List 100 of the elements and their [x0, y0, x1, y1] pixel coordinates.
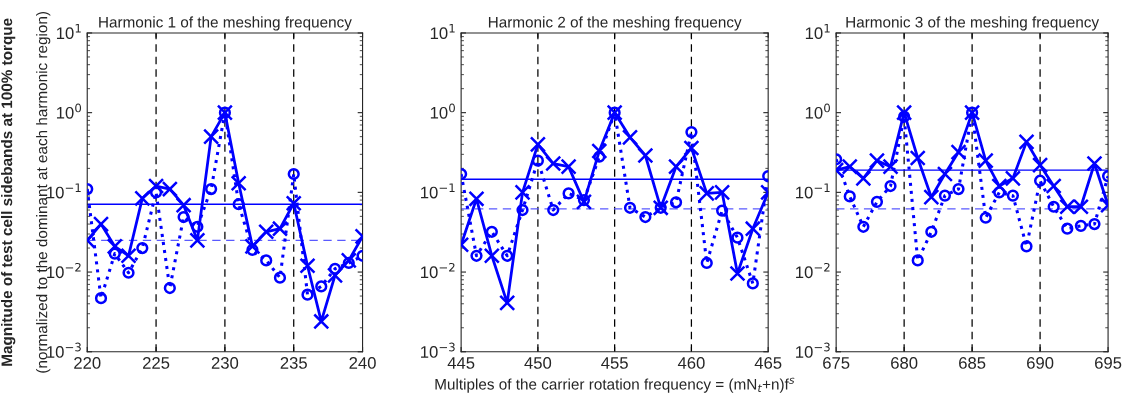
- point: [575, 193, 593, 211]
- point: [177, 210, 190, 224]
- x-tick-label: 450: [524, 357, 552, 369]
- point: [667, 158, 685, 175]
- x-tick-label: 455: [601, 357, 628, 369]
- point: [938, 189, 952, 202]
- point: [498, 294, 516, 312]
- point: [120, 247, 137, 264]
- x-tick-label: 235: [280, 357, 307, 369]
- point: [1006, 189, 1020, 202]
- x-tick-label: 690: [1027, 357, 1054, 369]
- point: [301, 288, 314, 301]
- point: [991, 177, 1008, 195]
- point: [593, 150, 606, 163]
- point: [202, 128, 220, 145]
- point: [977, 152, 994, 169]
- x-tick-label: 680: [891, 357, 918, 369]
- point: [870, 195, 884, 208]
- point: [340, 252, 357, 269]
- point: [843, 190, 856, 203]
- point: [163, 281, 176, 295]
- point: [122, 266, 135, 279]
- point: [923, 188, 940, 206]
- point: [514, 184, 531, 201]
- point: [547, 203, 560, 217]
- x-tick-label: 695: [1095, 357, 1122, 369]
- point: [94, 292, 108, 305]
- point: [729, 265, 746, 282]
- chart-title: Harmonic 1 of the meshing frequency: [99, 16, 352, 31]
- y-tick-label: 10$^{0}$: [805, 103, 830, 119]
- point: [700, 256, 713, 270]
- y-tick-label: 10$^{−1}$: [421, 183, 455, 199]
- point: [1031, 156, 1049, 174]
- point: [313, 313, 330, 330]
- point: [855, 170, 872, 187]
- point: [623, 201, 637, 214]
- point: [857, 220, 870, 233]
- point: [1004, 170, 1022, 187]
- point: [470, 249, 483, 262]
- point: [92, 215, 110, 233]
- point: [950, 143, 967, 161]
- point: [483, 247, 501, 264]
- x-tick-label: 445: [447, 357, 475, 369]
- point: [191, 220, 204, 233]
- x-tick-label: 675: [823, 357, 850, 369]
- point: [326, 267, 344, 284]
- point: [1047, 200, 1060, 213]
- point: [468, 190, 485, 207]
- x-tick-label: 225: [143, 357, 170, 369]
- point: [979, 211, 992, 224]
- point: [731, 231, 744, 244]
- point: [529, 136, 547, 153]
- y-tick-label: 10$^{−3}$: [421, 342, 455, 358]
- point: [639, 210, 652, 224]
- point: [531, 154, 544, 167]
- point: [108, 247, 121, 260]
- point: [205, 182, 218, 196]
- y-tick-label: 10$^{−2}$: [796, 262, 830, 279]
- point: [925, 225, 938, 238]
- point: [260, 254, 273, 267]
- point: [746, 277, 759, 290]
- point: [637, 147, 654, 164]
- point: [669, 196, 683, 209]
- point: [1020, 240, 1033, 253]
- point: [868, 152, 886, 169]
- point: [562, 187, 575, 200]
- chart-title: Harmonic 3 of the meshing frequency: [846, 16, 1100, 31]
- point: [106, 238, 123, 255]
- y-tick-label: 10$^{−2}$: [421, 262, 455, 279]
- point: [895, 104, 913, 121]
- point: [1088, 217, 1101, 231]
- point: [273, 271, 287, 284]
- point: [1074, 219, 1087, 232]
- x-tick-label: 220: [74, 357, 101, 369]
- y-axis-title: Magnitude of test cell sidebands at 100% torque: [1, 18, 16, 366]
- point: [287, 167, 300, 181]
- point: [134, 190, 151, 207]
- point: [621, 129, 639, 146]
- point: [683, 139, 700, 157]
- point: [1033, 174, 1047, 187]
- point: [909, 149, 926, 167]
- y-tick-label: 10$^{1}$: [56, 24, 81, 40]
- point: [577, 193, 591, 207]
- point: [1045, 177, 1062, 195]
- point: [516, 203, 529, 217]
- point: [175, 197, 192, 214]
- point: [328, 262, 342, 275]
- y-tick-label: 10$^{−3}$: [796, 342, 830, 358]
- point: [189, 232, 206, 249]
- x-tick-label: 240: [349, 357, 376, 369]
- point: [685, 126, 698, 139]
- point: [501, 249, 514, 262]
- point: [1061, 222, 1074, 235]
- point: [244, 238, 261, 255]
- point: [136, 241, 149, 255]
- point: [232, 198, 245, 211]
- point: [315, 280, 328, 293]
- point: [1018, 133, 1035, 151]
- x-tick-label: 685: [959, 357, 986, 369]
- y-tick-label: 10$^{−1}$: [796, 183, 830, 199]
